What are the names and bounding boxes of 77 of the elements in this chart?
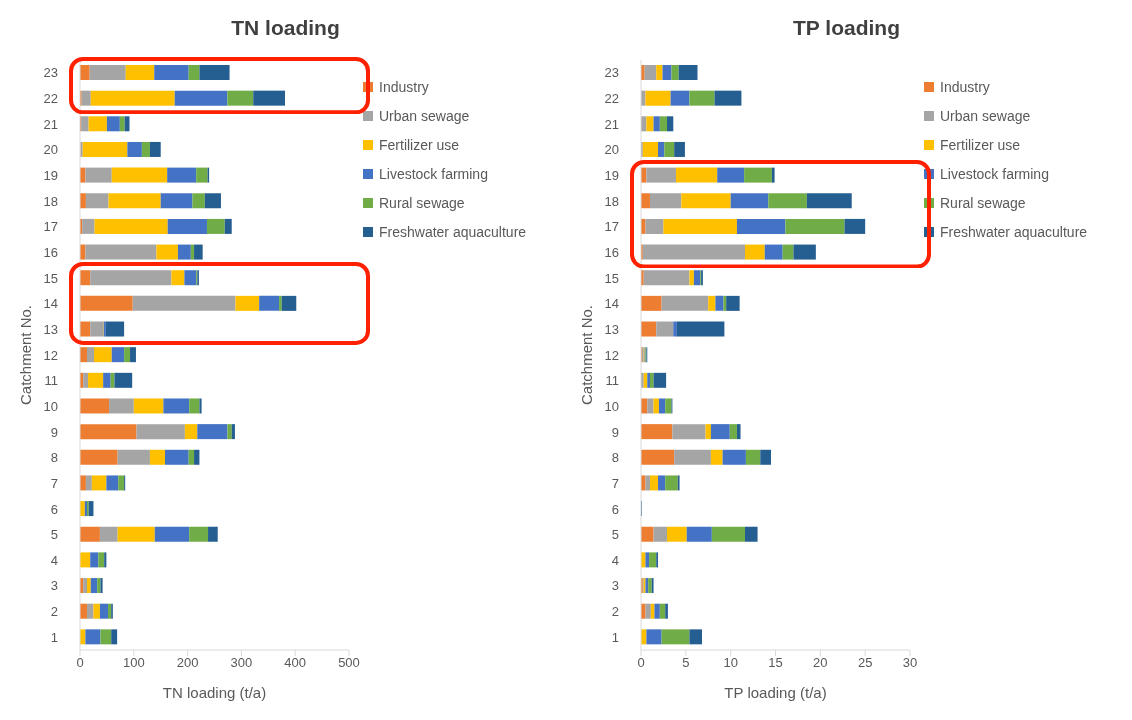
y-tick-label: 16 xyxy=(43,245,58,261)
y-tick-label: 19 xyxy=(43,168,58,184)
x-tick-label: 100 xyxy=(122,655,145,671)
legend-label: Freshwater aquaculture xyxy=(940,223,1088,240)
y-tick-label: 21 xyxy=(604,116,619,132)
y-tick-label: 12 xyxy=(43,347,58,363)
x-tick-label: 20 xyxy=(813,655,828,671)
y-axis-title: Catchment No. xyxy=(17,304,35,406)
y-tick-label: 4 xyxy=(611,552,619,568)
y-tick-label: 11 xyxy=(605,373,619,389)
y-tick-label: 1 xyxy=(50,629,58,645)
legend-label: Livestock farming xyxy=(379,165,488,182)
y-tick-label: 18 xyxy=(604,193,619,209)
x-tick-label: 15 xyxy=(768,655,783,671)
y-tick-label: 2 xyxy=(50,604,58,620)
x-tick-label: 30 xyxy=(902,655,918,671)
y-tick-label: 19 xyxy=(604,168,619,184)
y-tick-label: 10 xyxy=(604,398,619,414)
x-tick-label: 0 xyxy=(76,655,84,671)
y-tick-label: 17 xyxy=(604,219,619,235)
y-tick-label: 6 xyxy=(611,501,619,517)
y-tick-label: 15 xyxy=(43,270,58,286)
x-tick-label: 0 xyxy=(637,655,645,671)
legend-label: Urban sewage xyxy=(379,107,470,124)
x-tick-label: 200 xyxy=(176,655,199,671)
y-tick-label: 22 xyxy=(604,91,619,107)
x-tick-label: 25 xyxy=(857,655,873,671)
y-tick-label: 3 xyxy=(50,578,58,594)
y-tick-label: 9 xyxy=(50,424,58,440)
y-tick-label: 8 xyxy=(611,450,619,466)
x-tick-label: 400 xyxy=(284,655,307,671)
y-tick-label: 4 xyxy=(50,552,58,568)
y-tick-label: 12 xyxy=(604,347,619,363)
x-tick-label: 500 xyxy=(338,655,360,671)
x-tick-label: 10 xyxy=(723,655,738,671)
legend-label: Livestock farming xyxy=(940,165,1049,182)
y-axis-title: Catchment No. xyxy=(578,304,596,406)
chart-title: TN loading xyxy=(230,15,341,41)
legend-label: Freshwater aquaculture xyxy=(379,223,527,240)
y-tick-label: 13 xyxy=(43,321,58,337)
x-axis-title: TP loading (t/a) xyxy=(724,684,827,701)
y-tick-label: 11 xyxy=(44,373,58,389)
y-tick-label: 16 xyxy=(604,245,619,261)
y-tick-label: 10 xyxy=(43,398,58,414)
y-tick-label: 14 xyxy=(604,296,619,312)
y-tick-label: 7 xyxy=(611,475,619,491)
y-tick-label: 7 xyxy=(50,475,58,491)
y-tick-label: 17 xyxy=(43,219,58,235)
legend-label: Industry xyxy=(379,78,429,95)
y-tick-label: 23 xyxy=(604,65,619,81)
y-tick-label: 9 xyxy=(611,424,619,440)
x-tick-label: 5 xyxy=(682,655,690,671)
y-tick-label: 1 xyxy=(611,629,619,645)
legend-label: Rural sewage xyxy=(379,194,465,211)
y-tick-label: 21 xyxy=(43,116,58,132)
y-tick-label: 6 xyxy=(50,501,58,517)
y-tick-label: 18 xyxy=(43,193,58,209)
legend-label: Fertilizer use xyxy=(940,136,1021,153)
y-tick-label: 2 xyxy=(611,604,619,620)
y-tick-label: 20 xyxy=(604,142,619,158)
y-tick-label: 13 xyxy=(604,321,619,337)
x-axis-title: TN loading (t/a) xyxy=(162,684,267,701)
chart-title: TP loading xyxy=(792,15,901,41)
legend-label: Urban sewage xyxy=(940,107,1031,124)
x-tick-label: 300 xyxy=(230,655,253,671)
y-tick-label: 15 xyxy=(604,270,619,286)
y-tick-label: 14 xyxy=(43,296,58,312)
y-tick-label: 3 xyxy=(611,578,619,594)
legend-label: Rural sewage xyxy=(940,194,1026,211)
legend-label: Industry xyxy=(940,78,990,95)
y-tick-label: 20 xyxy=(43,142,58,158)
y-tick-label: 5 xyxy=(611,527,619,543)
y-tick-label: 5 xyxy=(50,527,58,543)
y-tick-label: 22 xyxy=(43,91,58,107)
legend-label: Fertilizer use xyxy=(379,136,460,153)
y-tick-label: 23 xyxy=(43,65,58,81)
y-tick-label: 8 xyxy=(50,450,58,466)
